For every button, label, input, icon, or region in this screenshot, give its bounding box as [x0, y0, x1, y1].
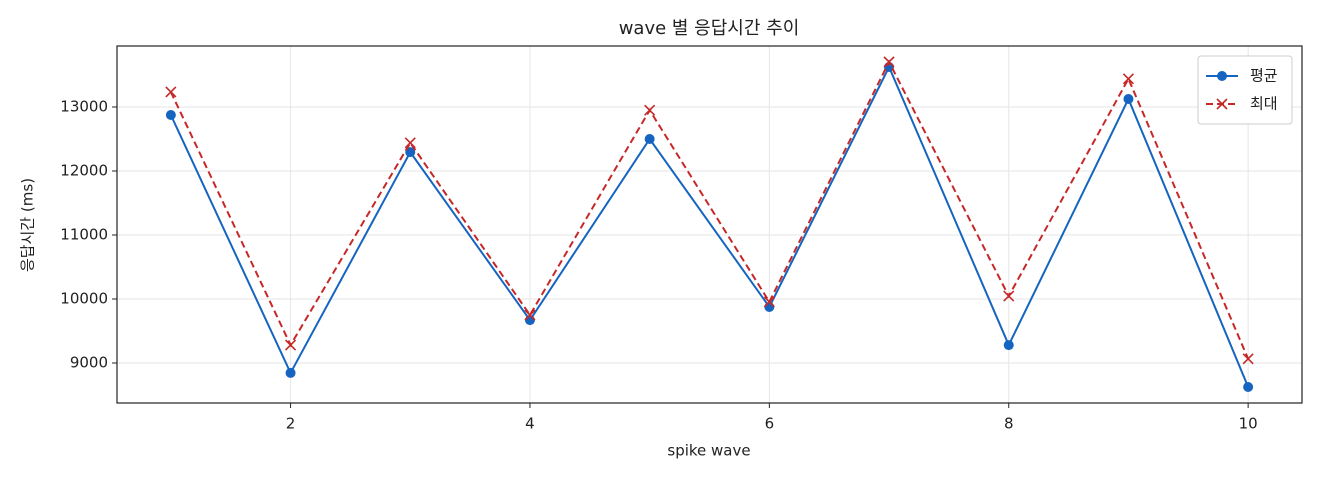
series-line [169, 59, 1250, 360]
legend-label: 평균 [1250, 67, 1278, 85]
marker [763, 296, 775, 308]
marker [644, 133, 655, 144]
marker [1217, 71, 1227, 81]
y-tick-label: 11000 [60, 225, 108, 243]
marker [165, 86, 177, 98]
marker [1122, 73, 1135, 85]
x-tick-label: 6 [765, 415, 775, 433]
marker [284, 339, 297, 351]
series-line [169, 64, 1250, 388]
marker [524, 315, 535, 326]
x-tick-label: 8 [1004, 415, 1014, 433]
marker [1243, 381, 1254, 392]
marker [764, 301, 775, 312]
marker [1003, 290, 1015, 302]
marker [524, 309, 536, 321]
y-tick-label: 12000 [60, 161, 108, 179]
marker [1123, 93, 1134, 104]
y-axis-label: 응답시간 (ms) [19, 178, 37, 272]
marker [644, 104, 656, 116]
legend-label: 최대 [1250, 95, 1278, 113]
marker [165, 109, 176, 120]
marker [1003, 340, 1014, 351]
chart-title: wave 별 응답시간 추이 [619, 18, 800, 39]
marker [1216, 98, 1228, 110]
x-tick-label: 2 [286, 415, 296, 433]
y-tick-label: 13000 [60, 97, 108, 115]
y-tick-label: 10000 [60, 289, 108, 307]
marker [883, 56, 895, 68]
marker [404, 137, 416, 149]
plot-frame [116, 45, 1303, 404]
x-tick-label: 10 [1239, 415, 1258, 433]
x-tick-label: 4 [525, 415, 535, 433]
marker [1242, 353, 1254, 365]
x-axis-label: spike wave [667, 442, 750, 460]
marker [285, 367, 296, 378]
marker [405, 147, 416, 158]
legend-box [1197, 55, 1293, 125]
y-tick-label: 9000 [70, 353, 108, 371]
